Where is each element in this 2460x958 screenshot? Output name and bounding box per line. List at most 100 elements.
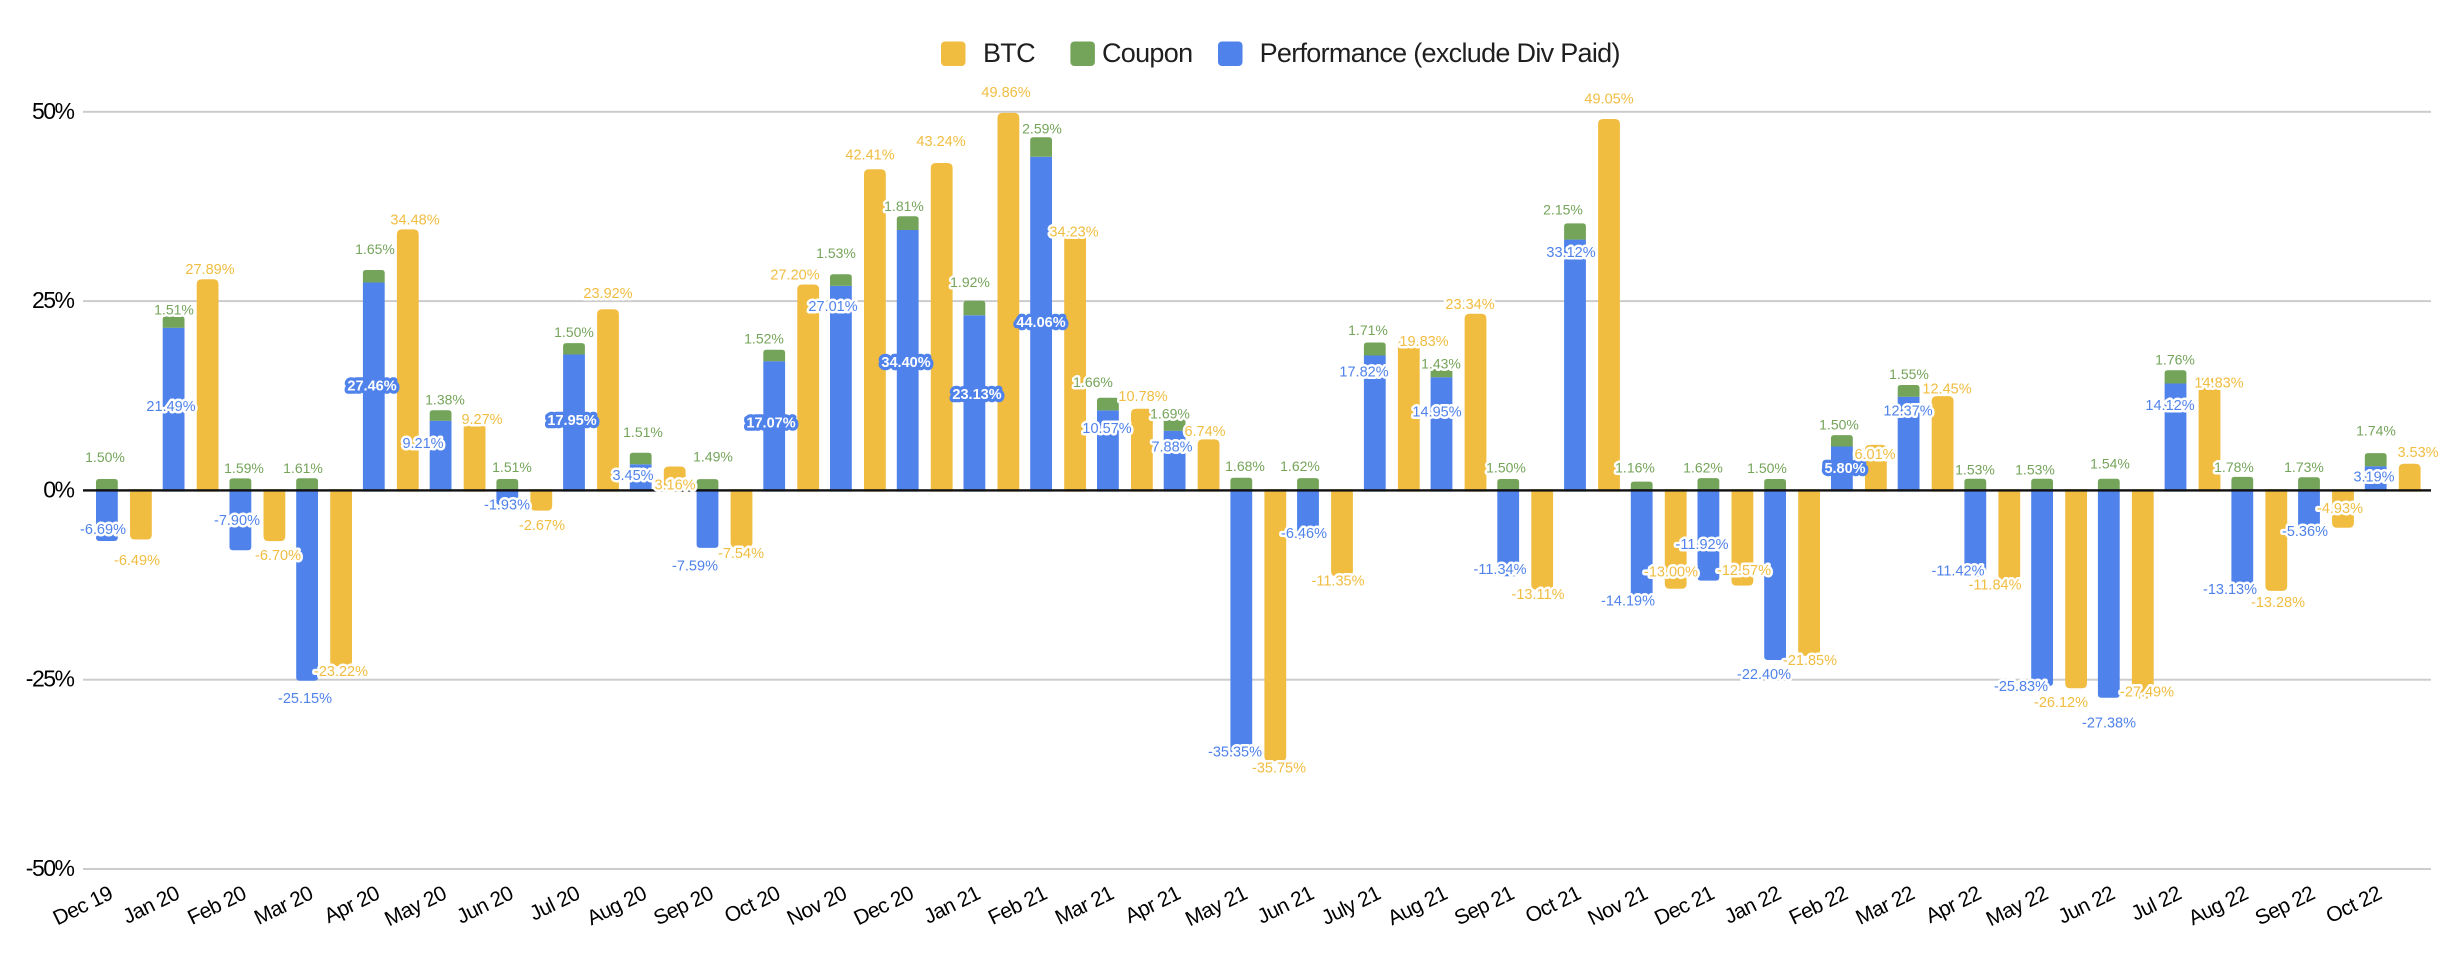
svg-text:49.86%: 49.86% <box>981 85 1030 101</box>
svg-text:17.82%: 17.82% <box>1339 365 1388 381</box>
svg-text:0%: 0% <box>43 476 74 502</box>
svg-text:34.23%: 34.23% <box>1049 224 1098 240</box>
svg-text:43.24%: 43.24% <box>916 134 965 150</box>
svg-text:-35.35%: -35.35% <box>1208 745 1262 761</box>
svg-text:-13.00%: -13.00% <box>1644 565 1698 581</box>
svg-text:44.06%: 44.06% <box>1016 315 1065 331</box>
svg-text:-6.46%: -6.46% <box>1281 526 1327 542</box>
svg-text:1.43%: 1.43% <box>1421 355 1461 371</box>
svg-text:27.01%: 27.01% <box>808 299 857 315</box>
svg-text:23.34%: 23.34% <box>1445 297 1494 313</box>
svg-text:1.78%: 1.78% <box>2214 459 2254 475</box>
svg-text:1.61%: 1.61% <box>283 460 323 476</box>
svg-text:1.51%: 1.51% <box>154 302 194 318</box>
svg-text:9.27%: 9.27% <box>461 412 502 428</box>
svg-text:5.80%: 5.80% <box>1824 461 1865 477</box>
svg-text:1.68%: 1.68% <box>1225 458 1265 474</box>
svg-text:-22.40%: -22.40% <box>1737 667 1791 683</box>
svg-text:1.59%: 1.59% <box>224 460 264 476</box>
svg-text:34.40%: 34.40% <box>881 355 930 371</box>
svg-text:1.69%: 1.69% <box>1150 405 1190 421</box>
svg-text:1.81%: 1.81% <box>884 198 924 214</box>
svg-text:1.50%: 1.50% <box>85 449 125 465</box>
svg-text:-7.54%: -7.54% <box>718 546 764 562</box>
svg-text:14.12%: 14.12% <box>2145 398 2194 414</box>
svg-text:27.20%: 27.20% <box>770 268 819 284</box>
svg-text:12.37%: 12.37% <box>1883 403 1932 419</box>
svg-text:-27.38%: -27.38% <box>2082 715 2136 731</box>
svg-text:-11.92%: -11.92% <box>1676 537 1729 553</box>
svg-text:10.78%: 10.78% <box>1118 389 1167 405</box>
svg-text:-11.34%: -11.34% <box>1474 562 1527 578</box>
svg-text:27.89%: 27.89% <box>185 262 234 278</box>
svg-text:-11.84%: -11.84% <box>1969 578 2022 594</box>
svg-text:6.01%: 6.01% <box>1854 447 1895 463</box>
svg-text:3.45%: 3.45% <box>612 468 653 484</box>
svg-text:23.13%: 23.13% <box>952 387 1001 403</box>
svg-text:-25%: -25% <box>26 666 75 692</box>
svg-text:3.53%: 3.53% <box>2397 445 2438 461</box>
svg-text:49.05%: 49.05% <box>1584 91 1633 107</box>
svg-text:12.45%: 12.45% <box>1922 381 1971 397</box>
svg-text:-27.49%: -27.49% <box>2120 685 2174 701</box>
svg-text:-13.11%: -13.11% <box>1512 587 1565 603</box>
svg-text:42.41%: 42.41% <box>845 147 894 163</box>
svg-text:9.21%: 9.21% <box>402 436 443 452</box>
svg-text:1.73%: 1.73% <box>2284 459 2324 475</box>
svg-text:1.16%: 1.16% <box>1615 459 1655 475</box>
svg-text:1.53%: 1.53% <box>816 245 856 261</box>
svg-text:1.66%: 1.66% <box>1073 374 1113 390</box>
svg-text:1.71%: 1.71% <box>1348 322 1388 338</box>
svg-text:-26.12%: -26.12% <box>2034 695 2088 711</box>
svg-text:1.62%: 1.62% <box>1280 458 1320 474</box>
svg-text:-5.36%: -5.36% <box>2282 524 2328 540</box>
svg-text:34.48%: 34.48% <box>390 212 439 228</box>
svg-text:1.53%: 1.53% <box>1955 462 1995 478</box>
svg-text:1.55%: 1.55% <box>1889 366 1929 382</box>
svg-text:1.50%: 1.50% <box>554 324 594 340</box>
svg-text:1.65%: 1.65% <box>355 241 395 257</box>
svg-text:6.74%: 6.74% <box>1184 424 1225 440</box>
svg-text:1.92%: 1.92% <box>950 274 990 290</box>
svg-text:-50%: -50% <box>26 855 75 881</box>
svg-text:3.16%: 3.16% <box>654 478 695 494</box>
svg-text:-35.75%: -35.75% <box>1252 761 1306 777</box>
svg-text:27.46%: 27.46% <box>347 379 396 395</box>
svg-text:1.51%: 1.51% <box>492 459 532 475</box>
svg-text:-25.83%: -25.83% <box>1994 679 2048 695</box>
svg-text:1.51%: 1.51% <box>623 424 663 440</box>
svg-text:1.50%: 1.50% <box>1486 459 1526 475</box>
svg-text:-14.19%: -14.19% <box>1601 594 1655 610</box>
svg-text:-7.59%: -7.59% <box>672 558 718 574</box>
svg-text:17.95%: 17.95% <box>547 413 596 429</box>
svg-text:1.50%: 1.50% <box>1819 417 1859 433</box>
svg-text:1.49%: 1.49% <box>693 449 733 465</box>
svg-text:-11.35%: -11.35% <box>1312 574 1365 590</box>
svg-text:2.59%: 2.59% <box>1022 120 1062 136</box>
svg-text:BTC: BTC <box>983 38 1035 68</box>
svg-text:-6.49%: -6.49% <box>114 553 160 569</box>
svg-text:1.38%: 1.38% <box>425 391 465 407</box>
svg-text:10.57%: 10.57% <box>1082 421 1131 437</box>
svg-text:-25.15%: -25.15% <box>278 691 332 707</box>
svg-text:Coupon: Coupon <box>1102 38 1192 68</box>
svg-text:-7.90%: -7.90% <box>214 513 260 529</box>
svg-text:1.76%: 1.76% <box>2155 352 2195 368</box>
svg-text:1.53%: 1.53% <box>2015 462 2055 478</box>
svg-text:1.52%: 1.52% <box>744 330 784 346</box>
svg-text:21.49%: 21.49% <box>146 399 195 415</box>
svg-text:-6.69%: -6.69% <box>80 522 126 538</box>
svg-text:-23.22%: -23.22% <box>314 664 368 680</box>
svg-text:1.50%: 1.50% <box>1747 460 1787 476</box>
svg-text:14.83%: 14.83% <box>2194 375 2243 391</box>
svg-text:-12.57%: -12.57% <box>1717 563 1771 579</box>
svg-text:17.07%: 17.07% <box>746 415 795 431</box>
svg-text:7.88%: 7.88% <box>1151 440 1192 456</box>
svg-text:Performance (exclude Div Paid): Performance (exclude Div Paid) <box>1260 38 1620 68</box>
svg-text:50%: 50% <box>32 98 75 124</box>
svg-text:19.83%: 19.83% <box>1399 334 1448 350</box>
svg-text:-11.42%: -11.42% <box>1932 564 1985 580</box>
svg-text:-2.67%: -2.67% <box>519 518 565 534</box>
svg-text:-6.70%: -6.70% <box>255 548 301 564</box>
svg-text:-1.93%: -1.93% <box>484 497 530 513</box>
